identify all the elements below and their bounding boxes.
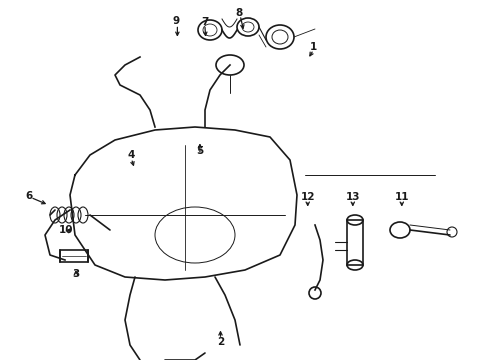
Text: 1: 1 — [310, 42, 317, 52]
Text: 10: 10 — [59, 225, 74, 235]
Text: 3: 3 — [73, 269, 79, 279]
Text: 11: 11 — [394, 192, 409, 202]
Text: 6: 6 — [26, 191, 33, 201]
Bar — [60, 250, 88, 262]
Text: 12: 12 — [300, 192, 315, 202]
Text: 9: 9 — [173, 16, 180, 26]
Text: 2: 2 — [217, 337, 224, 347]
Text: 5: 5 — [196, 146, 203, 156]
Text: 7: 7 — [201, 17, 209, 27]
Text: 13: 13 — [345, 192, 360, 202]
Text: 8: 8 — [236, 8, 243, 18]
Bar — [347, 220, 363, 265]
Text: 4: 4 — [127, 150, 135, 160]
